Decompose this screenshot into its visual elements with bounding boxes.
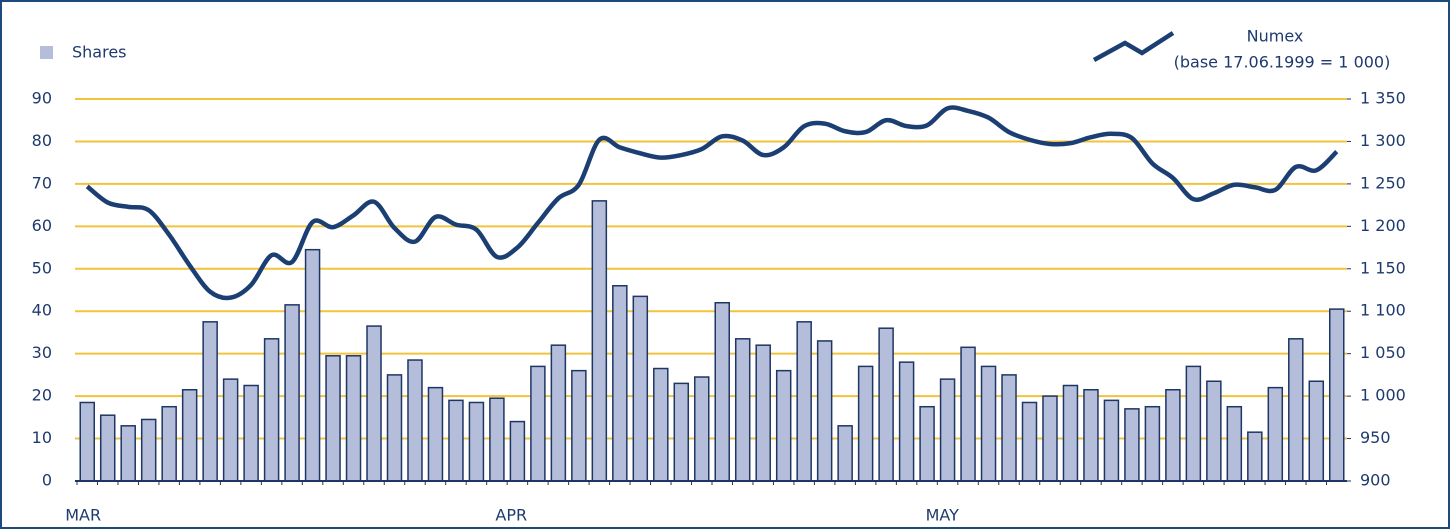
bar (591, 200, 608, 482)
bar (1226, 405, 1243, 482)
bar (1206, 380, 1222, 482)
y2-tick-label: 1 100 (1360, 301, 1406, 320)
bar (99, 414, 116, 482)
bar (898, 361, 915, 482)
bar (1267, 386, 1284, 482)
y2-tick-label: 1 300 (1360, 131, 1406, 150)
bar (530, 365, 546, 482)
bar (1329, 308, 1345, 482)
bar (1144, 405, 1161, 482)
bar (775, 369, 792, 482)
bar (509, 420, 526, 482)
y-tick-label: 10 (32, 428, 52, 447)
y2-tick-label: 950 (1360, 428, 1391, 447)
bar (1308, 380, 1325, 482)
bar (79, 401, 95, 482)
y2-tick-label: 1 050 (1360, 343, 1406, 362)
bar (960, 346, 976, 482)
bar (263, 338, 280, 482)
y-tick-label: 90 (32, 89, 52, 108)
y2-tick-label: 1 200 (1360, 216, 1406, 235)
bar (837, 425, 853, 482)
bar (1124, 408, 1140, 482)
bar (489, 397, 505, 482)
bar (632, 295, 649, 482)
bar (325, 355, 341, 482)
y-tick-label: 20 (32, 386, 52, 405)
y-tick-label: 40 (32, 301, 52, 320)
x-tick-label: APR (495, 506, 527, 525)
bar (1083, 388, 1099, 482)
y2-tick-label: 1 000 (1360, 386, 1406, 405)
bar (1001, 374, 1017, 482)
bar (1062, 384, 1079, 482)
legend-label: Shares (72, 43, 127, 62)
bar (120, 425, 136, 482)
y2-tick-label: 1 150 (1360, 258, 1406, 277)
bar (468, 401, 485, 482)
bar (407, 359, 423, 482)
bar (366, 325, 382, 482)
bar (857, 365, 874, 482)
bar (734, 338, 751, 482)
bar (694, 376, 710, 482)
y2-tick-label: 1 350 (1360, 89, 1406, 108)
bar (345, 355, 362, 482)
x-tick-label: MAR (65, 506, 101, 525)
line (85, 105, 1339, 301)
bar (448, 399, 464, 482)
bar (714, 301, 730, 482)
y-tick-label: 80 (32, 131, 52, 150)
x-tick-label: MAY (926, 506, 960, 525)
bar (140, 418, 157, 482)
bar (161, 405, 177, 482)
bar (427, 386, 444, 482)
bar (1165, 388, 1181, 482)
bar (571, 369, 587, 482)
y-tick-label: 30 (32, 343, 52, 362)
bar (919, 405, 935, 482)
bar (1103, 399, 1120, 482)
bar (980, 365, 997, 482)
bar (939, 378, 956, 482)
bar (796, 321, 812, 482)
bar (1042, 395, 1058, 482)
bar (1288, 338, 1304, 482)
y-tick-label: 0 (42, 471, 52, 490)
bar (181, 388, 198, 482)
bar (1247, 431, 1263, 482)
y-tick-label: 70 (32, 173, 52, 192)
bar (816, 340, 833, 482)
y-tick-label: 50 (32, 258, 52, 277)
bar (284, 304, 300, 482)
bar (1021, 401, 1038, 482)
legend-note: (base 17.06.1999 = 1 000) (1174, 53, 1391, 72)
legend-swatch (40, 46, 53, 59)
legend-label: Numex (1247, 27, 1304, 46)
bar (653, 367, 669, 482)
bar (550, 344, 567, 482)
bar (202, 321, 218, 482)
bar (304, 248, 321, 482)
y2-tick-label: 1 250 (1360, 173, 1406, 192)
bar (878, 327, 894, 482)
bar (222, 378, 239, 482)
bar (243, 384, 259, 482)
bar (1185, 365, 1202, 482)
bar (673, 382, 690, 482)
bar (386, 374, 403, 482)
legend-line (1092, 31, 1175, 62)
y-tick-label: 60 (32, 216, 52, 235)
bar (612, 285, 628, 482)
bar (755, 344, 771, 482)
y2-tick-label: 900 (1360, 471, 1391, 490)
